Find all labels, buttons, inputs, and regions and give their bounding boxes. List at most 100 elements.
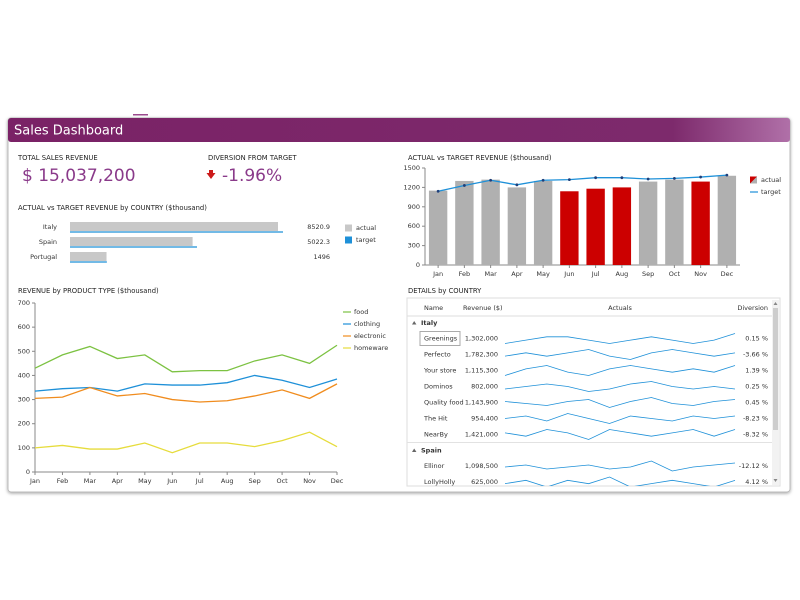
legend-label: clothing — [354, 320, 380, 328]
x-tick-label: Apr — [511, 270, 523, 278]
chart-title: REVENUE by PRODUCT TYPE ($thousand) — [18, 287, 159, 295]
cell-revenue: 1,098,500 — [465, 462, 498, 470]
x-tick-label: Feb — [57, 477, 69, 485]
group-label: Spain — [421, 447, 442, 455]
legend-label: electronic — [354, 332, 386, 340]
group-toggle[interactable] — [412, 448, 417, 453]
sparkline — [504, 460, 736, 472]
x-tick-label: Nov — [303, 477, 316, 485]
y-tick-label: 700 — [18, 299, 30, 307]
cell-revenue: 625,000 — [471, 478, 498, 486]
legend-label: actual — [761, 176, 781, 184]
cell-diversion: 4.12 % — [745, 478, 768, 486]
group-toggle[interactable] — [412, 321, 417, 325]
bar — [70, 237, 193, 246]
x-tick-label: Apr — [112, 477, 124, 485]
series-line — [34, 431, 338, 454]
cell-name: NearBy — [424, 431, 448, 439]
sparkline — [504, 476, 736, 486]
y-tick-label: 100 — [18, 444, 30, 452]
legend-label: food — [354, 308, 368, 316]
column-header: Diversion — [737, 304, 768, 312]
y-tick-label: 1500 — [403, 164, 420, 172]
category-label: Portugal — [30, 253, 57, 261]
y-tick-label: 500 — [18, 347, 30, 355]
bar — [533, 180, 553, 265]
series-point — [515, 183, 519, 187]
kpi-value: -1.96% — [222, 166, 282, 186]
cell-name: Ellinor — [424, 462, 445, 470]
x-tick-label: Jul — [195, 477, 204, 485]
bar — [717, 175, 737, 265]
x-tick-label: Oct — [669, 270, 681, 278]
y-tick-label: 0 — [416, 261, 420, 269]
bar — [428, 190, 448, 265]
x-tick-label: Jul — [591, 270, 600, 278]
series-line — [437, 174, 727, 192]
cell-diversion: -3.66 % — [743, 351, 768, 359]
cell-name: The Hit — [423, 415, 448, 423]
cell-name: Your store — [423, 367, 456, 375]
x-tick-label: Jun — [563, 270, 574, 278]
series-point — [462, 184, 466, 187]
series-line — [34, 374, 338, 392]
sparkline — [504, 381, 736, 392]
value-label: 8520.9 — [307, 223, 330, 231]
down-arrow-icon — [206, 170, 216, 179]
x-tick-label: Sep — [249, 477, 261, 485]
y-tick-label: 200 — [18, 420, 30, 428]
bar — [638, 181, 658, 265]
table-frame — [406, 297, 781, 487]
bar — [507, 187, 527, 265]
sparkline — [504, 397, 736, 408]
column-header: Revenue ($) — [463, 304, 503, 312]
bar — [70, 252, 107, 261]
x-tick-label: Mar — [84, 477, 97, 485]
cell-revenue: 802,000 — [471, 383, 498, 391]
category-label: Spain — [39, 238, 57, 246]
legend-label: homeware — [354, 344, 388, 352]
series-point — [436, 189, 440, 193]
x-tick-label: May — [536, 270, 550, 278]
scrollbar-thumb[interactable] — [773, 308, 778, 430]
bar — [70, 222, 278, 231]
cell-name: Perfecto — [424, 351, 451, 359]
series-point — [594, 176, 598, 180]
x-tick-label: Jan — [29, 477, 40, 485]
y-tick-label: 900 — [408, 203, 420, 211]
y-tick-label: 300 — [18, 396, 30, 404]
cell-diversion: -12.12 % — [739, 462, 768, 470]
bar — [560, 191, 579, 265]
kpi-value: $ 15,037,200 — [22, 166, 136, 186]
header-bar — [8, 118, 790, 142]
scroll-down-arrow[interactable] — [773, 479, 778, 482]
scroll-up-arrow[interactable] — [773, 302, 778, 305]
tab-indicator — [133, 114, 148, 116]
y-tick-label: 0 — [26, 468, 30, 476]
series-point — [567, 178, 571, 182]
cell-name: Greenings — [424, 335, 458, 343]
kpi-label: TOTAL SALES REVENUE — [17, 154, 98, 162]
series-point — [489, 178, 493, 182]
x-tick-label: Nov — [694, 270, 707, 278]
x-tick-label: May — [138, 477, 152, 485]
y-tick-label: 600 — [18, 323, 30, 331]
y-tick-label: 300 — [408, 242, 420, 250]
x-tick-label: Aug — [616, 270, 629, 278]
x-tick-label: Mar — [484, 270, 497, 278]
series-point — [541, 178, 545, 182]
chart-title: ACTUAL vs TARGET REVENUE by COUNTRY ($th… — [18, 204, 207, 212]
series-point — [672, 176, 676, 180]
series-point — [725, 173, 729, 177]
cell-name: LollyHolly — [424, 478, 455, 486]
bar — [691, 181, 710, 265]
chart-title: ACTUAL vs TARGET REVENUE ($thousand) — [408, 154, 552, 162]
legend-label: target — [356, 236, 376, 244]
x-tick-label: Jan — [432, 270, 443, 278]
group-label: Italy — [421, 319, 438, 327]
cell-diversion: -8.23 % — [743, 415, 768, 423]
bar — [455, 180, 474, 265]
x-tick-label: Sep — [642, 270, 654, 278]
